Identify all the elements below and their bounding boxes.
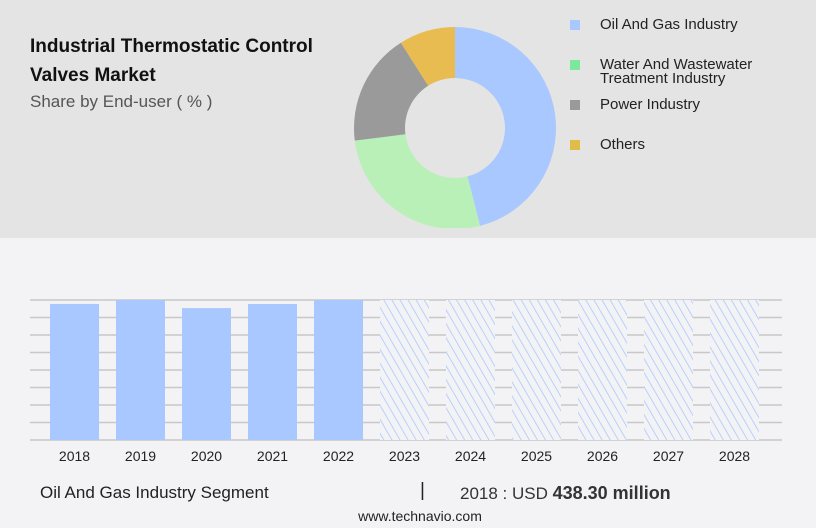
x-tick-label: 2020 xyxy=(191,448,222,464)
legend-swatch xyxy=(570,140,580,150)
x-tick-label: 2023 xyxy=(389,448,420,464)
legend-swatch xyxy=(570,100,580,110)
bar xyxy=(512,300,561,440)
x-tick-label: 2021 xyxy=(257,448,288,464)
donut-slice xyxy=(354,42,429,141)
bar xyxy=(380,300,429,440)
legend-label: Water And Wastewater Treatment Industry xyxy=(600,56,753,87)
bar xyxy=(578,300,627,440)
bar xyxy=(116,300,165,440)
legend-swatch xyxy=(570,20,580,30)
donut-slice xyxy=(455,27,556,226)
x-tick-label: 2025 xyxy=(521,448,552,464)
x-tick-label: 2018 xyxy=(59,448,90,464)
x-tick-label: 2024 xyxy=(455,448,486,464)
bar xyxy=(314,300,363,440)
bar xyxy=(446,300,495,440)
x-tick-label: 2027 xyxy=(653,448,684,464)
legend-label: Oil And Gas Industry xyxy=(600,16,738,33)
donut-slice xyxy=(400,27,455,86)
x-tick-label: 2026 xyxy=(587,448,618,464)
segment-label: Oil And Gas Industry Segment xyxy=(40,483,269,502)
chart-title: Industrial Thermostatic Control Valves M… xyxy=(30,36,313,86)
x-tick-label: 2028 xyxy=(719,448,750,464)
value-text: 438.30 million xyxy=(552,483,671,503)
segment-value: 2018 : USD 438.30 million xyxy=(460,483,671,504)
bar xyxy=(50,303,99,440)
legend-label: Others xyxy=(600,136,646,153)
bar xyxy=(710,300,759,440)
donut-slice xyxy=(354,134,481,228)
legend-swatch xyxy=(570,60,580,70)
bar xyxy=(182,308,231,440)
separator: | xyxy=(420,480,425,501)
x-tick-label: 2019 xyxy=(125,448,156,464)
bar xyxy=(644,300,693,440)
x-tick-label: 2022 xyxy=(323,448,354,464)
bar xyxy=(248,304,297,440)
site-url: www.technavio.com xyxy=(358,508,482,524)
chart-subtitle: Share by End-user ( % ) xyxy=(30,92,213,111)
year-label: 2018 : USD xyxy=(460,484,548,503)
legend-label: Power Industry xyxy=(600,96,701,113)
